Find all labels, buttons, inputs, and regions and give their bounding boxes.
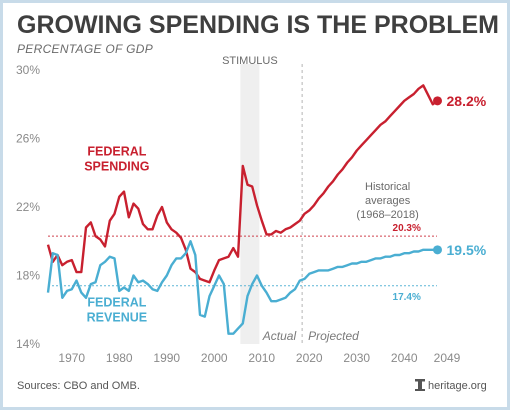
x-tick-label: 2020 [296, 351, 323, 365]
x-tick-label: 2040 [391, 351, 418, 365]
spending-series-line [46, 84, 439, 284]
x-tick-label: 1980 [106, 351, 133, 365]
y-tick-label: 18% [16, 269, 40, 283]
actual-label: Actual [262, 329, 297, 343]
y-tick-label: 22% [16, 200, 40, 214]
spending-average-label: 20.3% [393, 223, 421, 234]
spending-series-label-line-2: SPENDING [84, 160, 149, 174]
revenue-end-point [433, 245, 442, 255]
x-axis: 1970 1980 1990 2000 2010 2020 2030 2040 2049 [58, 351, 460, 365]
y-tick-label: 26% [16, 132, 40, 146]
revenue-series-line [46, 240, 438, 335]
x-tick-label: 1970 [58, 351, 85, 365]
y-axis-label: PERCENTAGE OF GDP [17, 42, 153, 56]
y-tick-label: 14% [16, 337, 40, 351]
chart-title: GROWING SPENDING IS THE PROBLEM [17, 11, 499, 39]
spending-series-label-line-1: FEDERAL [87, 145, 146, 159]
x-tick-label: 2000 [201, 351, 228, 365]
heritage-logo-icon [415, 379, 425, 391]
revenue-series-label-line-2: REVENUE [87, 310, 147, 324]
x-tick-label: 2030 [343, 351, 370, 365]
revenue-end-label: 19.5% [447, 242, 487, 258]
historical-note-line-1: Historical [365, 181, 410, 193]
stimulus-label: STIMULUS [222, 55, 278, 67]
source-note: Sources: CBO and OMB. [17, 380, 140, 392]
x-tick-label: 1990 [153, 351, 180, 365]
historical-note-line-2: averages [365, 195, 411, 207]
historical-note-line-3: (1968–2018) [356, 209, 418, 221]
revenue-series-label-line-1: FEDERAL [87, 295, 146, 309]
y-tick-label: 30% [16, 63, 40, 77]
revenue-average-label: 17.4% [393, 292, 421, 303]
stimulus-band [240, 64, 260, 344]
x-tick-label: 2049 [434, 351, 461, 365]
x-tick-label: 2010 [248, 351, 275, 365]
spending-end-label: 28.2% [447, 93, 487, 109]
projected-label: Projected [308, 329, 359, 343]
brand-name: heritage.org [428, 380, 487, 392]
y-axis: 14% 18% 22% 26% 30% [16, 63, 40, 351]
spending-end-point [433, 96, 442, 106]
